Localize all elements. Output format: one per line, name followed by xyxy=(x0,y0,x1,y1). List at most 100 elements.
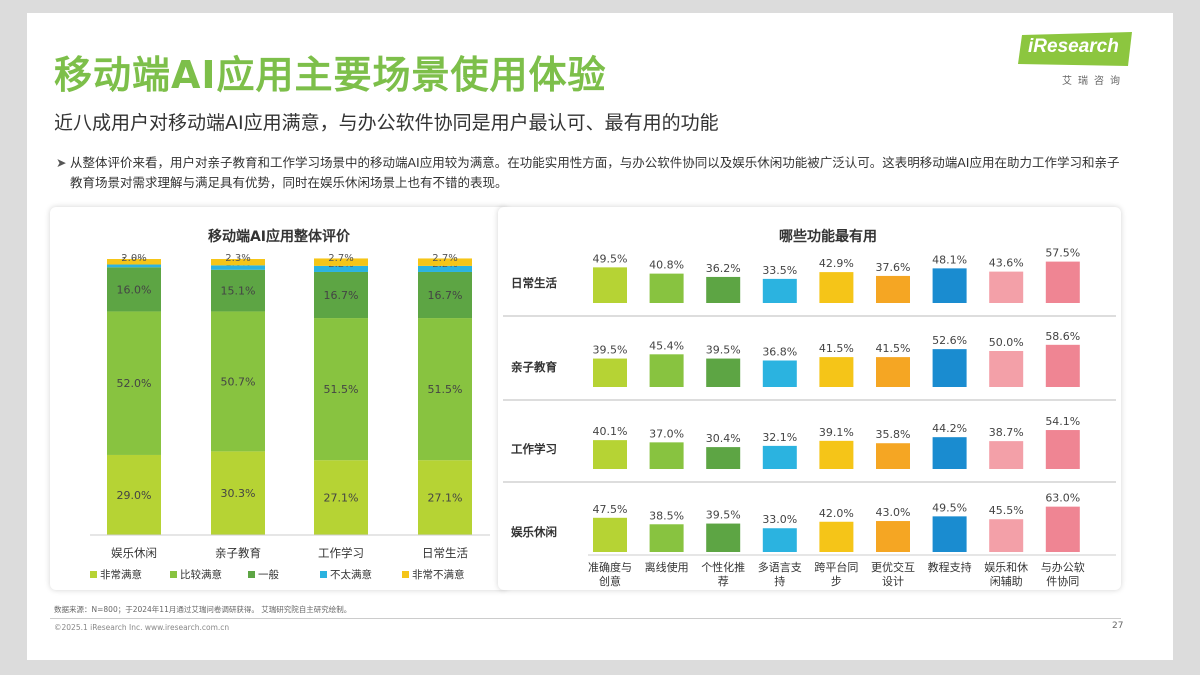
data-label: 49.5% xyxy=(593,252,628,265)
page-subtitle: 近八成用户对移动端AI应用满意，与办公软件协同是用户最认可、最有用的功能 xyxy=(54,112,719,134)
data-label: 16.7% xyxy=(428,289,463,302)
category-label: 工作学习 xyxy=(318,546,364,560)
bar xyxy=(593,517,627,552)
data-label: 40.1% xyxy=(593,425,628,438)
data-label: 29.0% xyxy=(117,489,152,502)
bar xyxy=(989,351,1024,387)
data-label: 58.6% xyxy=(1045,330,1080,343)
data-label: 16.7% xyxy=(324,289,359,302)
data-label: 57.5% xyxy=(1045,247,1080,260)
bar xyxy=(762,360,797,387)
category-label: 娱乐休闲 xyxy=(111,546,157,560)
row-label: 娱乐休闲 xyxy=(511,525,557,539)
bar-segment xyxy=(314,318,368,461)
bar xyxy=(876,357,910,387)
data-label: 44.2% xyxy=(932,422,967,435)
data-label: 39.5% xyxy=(706,509,741,522)
useful-features-panel: 哪些功能最有用 日常生活 49.5% 40.8% 36.2% 33.5% 42.9% 37.6… xyxy=(498,207,1121,590)
data-label: 27.1% xyxy=(324,492,359,505)
page-title: 移动端AI应用主要场景使用体验 xyxy=(54,53,607,97)
chevron-right-icon: ➤ xyxy=(56,155,67,170)
bar xyxy=(706,276,741,303)
category-label: 更优交互设计 xyxy=(871,560,915,588)
bar-segment xyxy=(418,460,472,535)
data-label: 47.5% xyxy=(593,503,628,516)
data-label: 32.1% xyxy=(762,431,797,444)
legend-swatch xyxy=(170,571,177,578)
data-label: 42.9% xyxy=(819,257,854,270)
data-label: 43.6% xyxy=(989,257,1024,270)
chart-title: 哪些功能最有用 xyxy=(779,228,877,245)
iresearch-logo: iResearch 艾瑞咨询 xyxy=(1018,32,1134,88)
bar xyxy=(649,524,684,552)
legend-swatch xyxy=(90,571,97,578)
data-label: 36.8% xyxy=(762,346,797,359)
category-label: 与办公软件协同 xyxy=(1041,560,1085,588)
bar xyxy=(989,519,1024,552)
bar-segment xyxy=(418,265,472,272)
bar-segment xyxy=(211,311,265,452)
category-label: 多语言支持 xyxy=(758,560,802,588)
bar xyxy=(819,440,854,469)
data-label: 50.0% xyxy=(989,336,1024,349)
category-label: 娱乐和休闲辅助 xyxy=(984,560,1028,588)
data-label: 51.5% xyxy=(324,383,359,396)
row-label: 亲子教育 xyxy=(511,360,557,374)
bar xyxy=(706,447,741,469)
data-label: 39.5% xyxy=(706,344,741,357)
legend-label: 非常不满意 xyxy=(412,568,465,581)
bar xyxy=(1045,261,1080,303)
bar xyxy=(876,521,910,552)
footer-divider xyxy=(50,618,1121,619)
data-label: 30.3% xyxy=(221,487,256,500)
row-label: 工作学习 xyxy=(511,442,557,456)
data-label: 48.1% xyxy=(932,253,967,266)
legend-swatch xyxy=(320,571,327,578)
bar xyxy=(876,443,910,469)
data-label: 39.1% xyxy=(819,426,854,439)
data-label: 63.0% xyxy=(1045,492,1080,505)
bar-segment xyxy=(314,258,368,266)
logo-badge-icon xyxy=(1018,32,1132,66)
data-label: 41.5% xyxy=(819,342,854,355)
bar-segment xyxy=(211,269,265,312)
bar xyxy=(1045,430,1080,469)
data-label: 2.0% xyxy=(121,253,146,264)
chart-title: 移动端AI应用整体评价 xyxy=(208,228,351,245)
bar xyxy=(876,275,910,303)
bar xyxy=(932,516,967,552)
category-label: 准确度与创意 xyxy=(588,560,632,588)
bar xyxy=(706,523,741,552)
data-label: 33.5% xyxy=(762,264,797,277)
bar-segment xyxy=(418,271,472,319)
overall-evaluation-panel: 移动端AI应用整体评价29.0%52.0%16.0%1.0%2.0%娱乐休闲30… xyxy=(50,207,508,590)
data-label: 41.5% xyxy=(876,342,911,355)
bar xyxy=(932,349,967,387)
category-label: 日常生活 xyxy=(422,546,468,560)
data-label: 27.1% xyxy=(428,492,463,505)
data-label: 54.1% xyxy=(1045,415,1080,428)
data-label: 52.0% xyxy=(117,377,152,390)
bar-segment xyxy=(418,318,472,461)
legend-label: 不太满意 xyxy=(330,568,372,581)
data-label: 52.6% xyxy=(932,334,967,347)
legend-label: 非常满意 xyxy=(100,568,142,581)
bar-segment xyxy=(314,271,368,319)
bar xyxy=(989,441,1024,469)
category-label: 亲子教育 xyxy=(215,546,261,560)
data-label: 38.5% xyxy=(649,509,684,522)
bar xyxy=(1045,506,1080,552)
legend-label: 比较满意 xyxy=(180,568,222,581)
bar-segment xyxy=(107,267,161,312)
data-label: 43.0% xyxy=(876,506,911,519)
overall-evaluation-chart: 移动端AI应用整体评价29.0%52.0%16.0%1.0%2.0%娱乐休闲30… xyxy=(90,228,490,581)
data-label: 15.1% xyxy=(221,285,256,298)
bar-segment xyxy=(211,259,265,266)
bar-segment xyxy=(314,265,368,272)
bar xyxy=(649,354,684,387)
data-label: 45.4% xyxy=(649,339,684,352)
data-label: 2.3% xyxy=(225,253,250,264)
bar xyxy=(649,442,684,469)
bar-segment xyxy=(107,454,161,535)
